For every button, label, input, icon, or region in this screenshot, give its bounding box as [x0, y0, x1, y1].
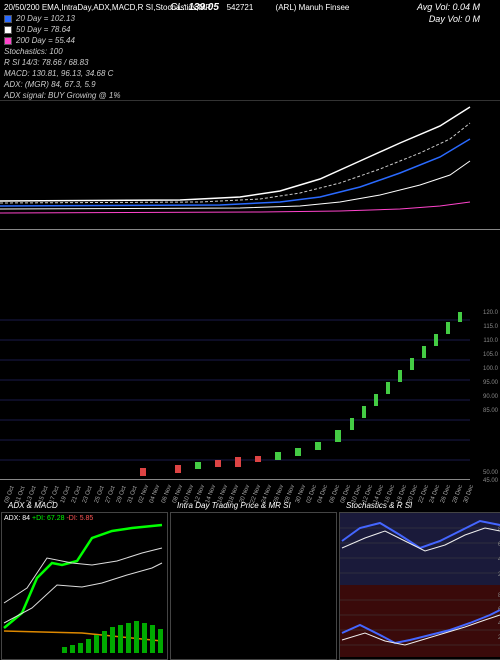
ema-label: 20 Day = 102.13 [16, 13, 75, 24]
indicator-line: ADX: (MGR) 84, 67.3, 5.9 [4, 79, 496, 90]
ema-label: 50 Day = 78.64 [16, 24, 70, 35]
ema-swatch [4, 37, 12, 45]
avg-vol: Avg Vol: 0.04 M [417, 2, 480, 12]
stochastics-panel: Stochastics & R SI 8060402080604020 [339, 512, 500, 660]
header-symbol: 542721 [227, 3, 254, 12]
header-name: (ARL) Manuh Finsee [276, 3, 350, 12]
main-price-chart [0, 100, 500, 230]
intraday-panel: Intra Day Trading Price & MR SI [170, 512, 337, 660]
bottom-panels: ADX & MACD ADX: 84 +DI: 67.28 -DI: 5.85 … [0, 512, 500, 660]
candle-scale: 120.0115.0110.0105.0100.095.0090.0085.00… [472, 300, 498, 480]
ema-label: 200 Day = 55.44 [16, 35, 75, 46]
stoch-title: Stochastics & R SI [342, 499, 416, 512]
intra-title: Intra Day Trading Price & MR SI [173, 499, 295, 512]
adx-title: ADX & MACD [4, 499, 62, 512]
close-price: CL: 139.05 [170, 2, 219, 13]
adx-values: ADX: 84 +DI: 67.28 -DI: 5.85 [4, 515, 93, 522]
indicator-line: Stochastics: 100 [4, 46, 496, 57]
indicator-line: MACD: 130.81, 96.13, 34.68 C [4, 68, 496, 79]
day-vol: Day Vol: 0 M [429, 14, 480, 24]
ema-swatch [4, 15, 12, 23]
ema-swatch [4, 26, 12, 34]
adx-macd-panel: ADX & MACD ADX: 84 +DI: 67.28 -DI: 5.85 [1, 512, 168, 660]
candle-chart [0, 300, 470, 480]
indicator-line: R SI 14/3: 78.66 / 68.83 [4, 57, 496, 68]
header: 20/50/200 EMA,IntraDay,ADX,MACD,R SI,Sto… [4, 2, 496, 101]
